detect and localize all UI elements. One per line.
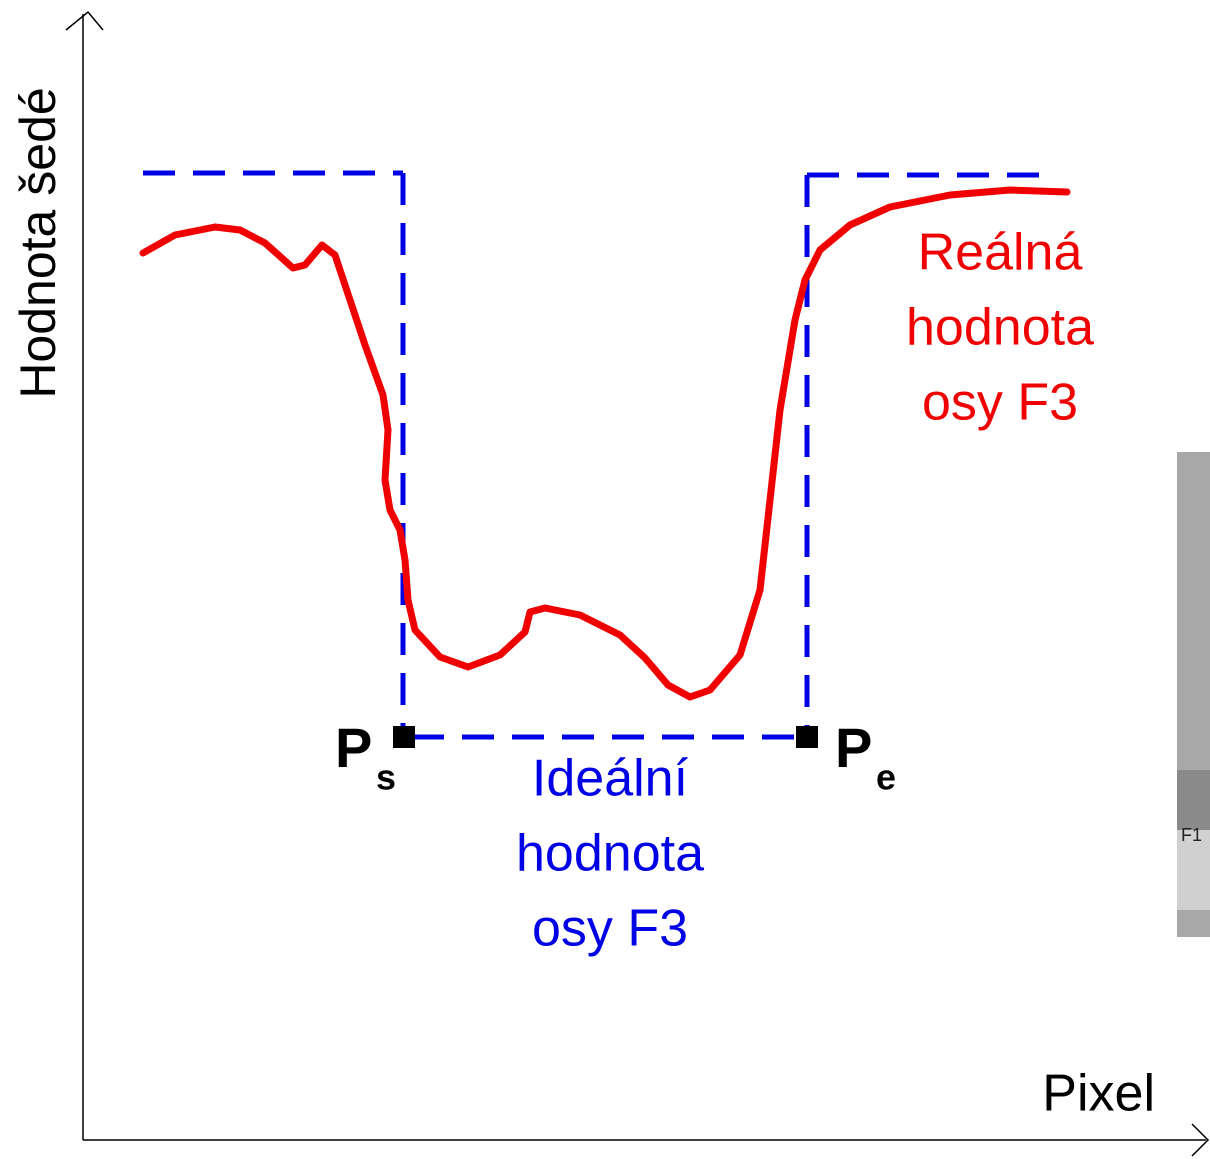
real-profile (139, 186, 1071, 701)
y-axis-label: Hodnota šedé (10, 87, 66, 398)
start-subscript: s (376, 757, 396, 798)
real-label-line: osy F3 (922, 374, 1078, 432)
end-letter: P (835, 716, 872, 779)
inset-shape (1177, 770, 1210, 830)
real-label-line: Reálná (918, 224, 1083, 282)
end-subscript: e (876, 757, 896, 798)
ideal-profile (143, 170, 1055, 740)
inset-panel (1177, 830, 1210, 910)
start-letter: P (335, 716, 372, 779)
ideal-label-line: hodnota (516, 825, 704, 883)
real-label: Reálná hodnota osy F3 (906, 224, 1094, 432)
ideal-label-line: osy F3 (532, 900, 688, 958)
x-axis-label: Pixel (1042, 1065, 1155, 1123)
real-label-line: hodnota (906, 299, 1094, 357)
y-arrow (65, 10, 104, 31)
end-marker (796, 726, 818, 748)
inset-label: F1 (1181, 825, 1202, 845)
start-marker (393, 726, 415, 748)
ideal-label: Ideální hodnota osy F3 (516, 750, 704, 958)
ideal-label-line: Ideální (532, 750, 689, 808)
x-arrow (1191, 1123, 1210, 1157)
